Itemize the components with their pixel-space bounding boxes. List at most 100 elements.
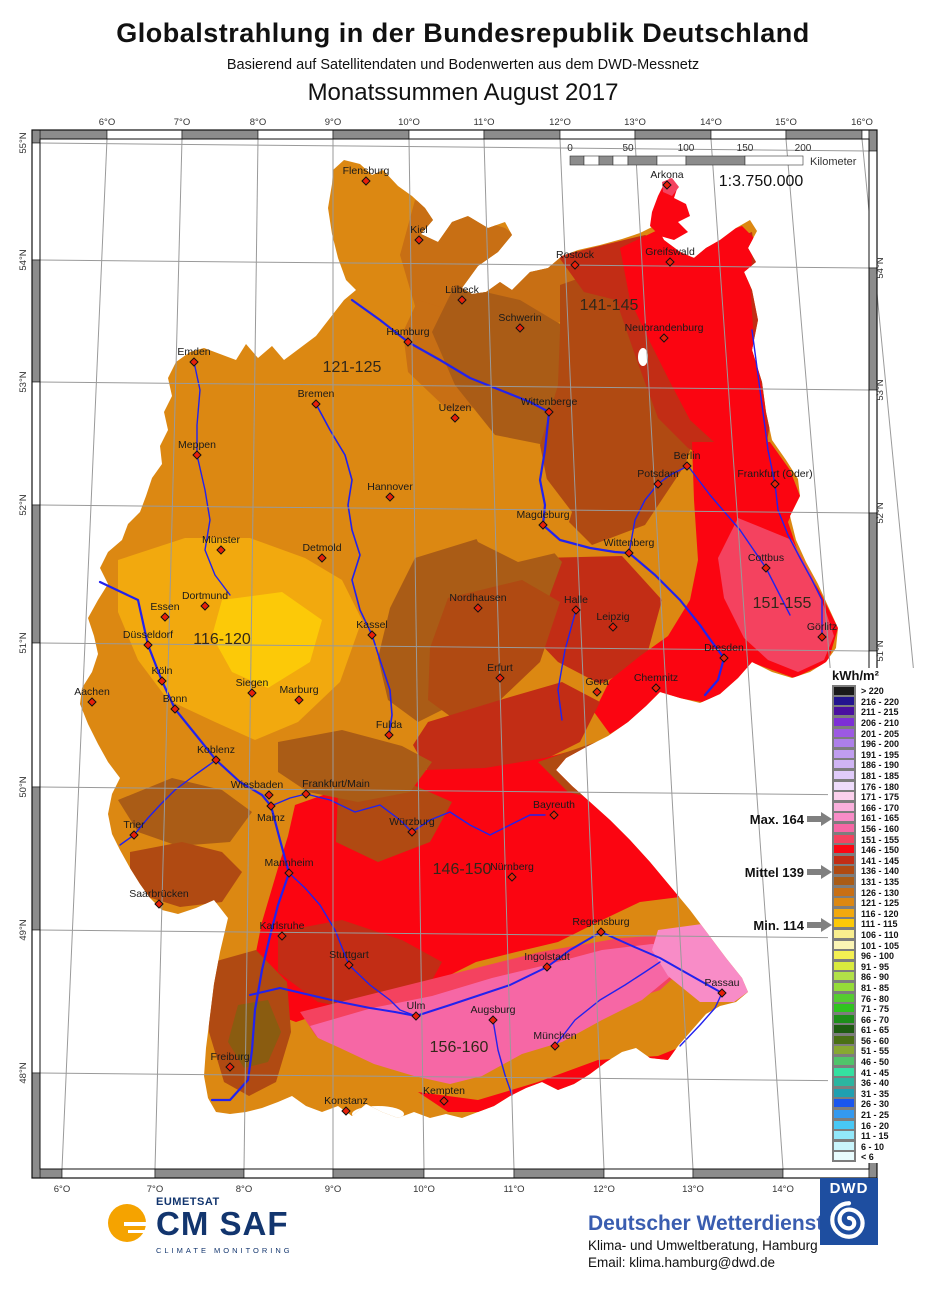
lat-label-left: 54°N xyxy=(18,249,29,270)
city-marker: Wiesbaden xyxy=(231,779,283,800)
legend-annotation: Max. 164 xyxy=(682,812,832,827)
city-dot xyxy=(608,622,618,632)
city-marker: Kiel xyxy=(410,224,428,245)
city-marker: Schwerin xyxy=(498,312,542,333)
city-label: Berlin xyxy=(674,450,701,462)
city-label: Siegen xyxy=(236,677,269,689)
city-label: Görlitz xyxy=(807,621,837,633)
city-marker: Trier xyxy=(123,819,145,840)
city-marker: Leipzig xyxy=(596,611,630,632)
city-dot xyxy=(473,603,483,613)
city-marker: Frankfurt/Main xyxy=(301,778,370,799)
frame-band xyxy=(257,129,334,140)
scalebar-tick-label: 50 xyxy=(622,143,634,154)
city-marker: Neubrandenburg xyxy=(625,322,704,343)
frame-band xyxy=(559,129,636,140)
legend-row-label: 86 - 90 xyxy=(861,972,890,983)
period-title: Monatssummen August 2017 xyxy=(307,79,619,106)
legend-row-label: 206 - 210 xyxy=(861,718,900,729)
parallel-line xyxy=(39,259,870,269)
city-marker: Dresden xyxy=(704,642,744,663)
city-label: Nordhausen xyxy=(449,592,506,604)
city-marker: Görlitz xyxy=(807,621,837,642)
frame-band xyxy=(39,1168,63,1179)
city-label: Hamburg xyxy=(386,326,429,338)
city-marker: Detmold xyxy=(302,542,342,563)
city-marker: Würzburg xyxy=(389,816,435,837)
legend-row-label: 101 - 105 xyxy=(861,940,900,951)
parallel-line xyxy=(39,142,870,152)
city-marker: Flensburg xyxy=(343,165,390,186)
city-label: Fulda xyxy=(376,719,402,731)
frame-band xyxy=(785,129,863,140)
meridian-line xyxy=(559,138,605,1170)
legend-row-label: 106 - 110 xyxy=(861,929,899,940)
eumetsat-org-label: EUMETSAT xyxy=(156,1196,220,1208)
city-marker: Marburg xyxy=(279,684,319,705)
city-label: Essen xyxy=(150,601,179,613)
city-label: Düsseldorf xyxy=(123,629,173,641)
city-marker: Bremen xyxy=(298,388,335,409)
city-label: Flensburg xyxy=(343,165,390,177)
city-dot xyxy=(719,653,729,663)
city-label: Köln xyxy=(151,665,172,677)
lon-label-top: 11°O xyxy=(473,117,494,128)
lon-label-top: 7°O xyxy=(174,117,190,128)
legend-row-label: 71 - 75 xyxy=(861,1004,890,1015)
river-weser xyxy=(315,403,393,736)
legend: kWh/m² > 220 216 - 220 211 - 215 206 - 210 2… xyxy=(828,668,926,1163)
city-dot xyxy=(488,1015,498,1025)
city-label: Dortmund xyxy=(182,590,228,602)
page-title: Globalstrahlung in der Bundesrepublik De… xyxy=(116,18,810,48)
city-marker: Erfurt xyxy=(487,662,513,683)
city-label: Aachen xyxy=(74,686,110,698)
legend-row: 21 - 25 xyxy=(828,1108,926,1121)
lat-label-right: 53°N xyxy=(875,379,886,400)
city-marker: Dortmund xyxy=(182,590,228,611)
region-value-label: 151-155 xyxy=(753,595,812,612)
parallel-line xyxy=(39,642,870,652)
city-marker: Gera xyxy=(585,676,609,697)
frame-band xyxy=(861,129,870,140)
city-label: Würzburg xyxy=(389,816,435,828)
dwd-logo: DWD xyxy=(820,1178,878,1245)
scalebar-tick-label: 0 xyxy=(567,143,573,154)
city-dot xyxy=(662,180,672,190)
frame-band xyxy=(154,1168,245,1179)
legend-row-label: 116 - 120 xyxy=(861,908,899,919)
legend-row-label: 66 - 70 xyxy=(861,1014,890,1025)
city-dot xyxy=(403,337,413,347)
city-dot xyxy=(344,960,354,970)
legend-row-label: 56 - 60 xyxy=(861,1035,890,1046)
city-label: Nürnberg xyxy=(490,861,534,873)
frame-band xyxy=(31,129,41,144)
city-marker: Kempten xyxy=(423,1085,465,1106)
city-marker: Siegen xyxy=(236,677,269,698)
frame-band xyxy=(868,150,878,269)
city-dot xyxy=(450,413,460,423)
region-value-label: 156-160 xyxy=(430,1039,489,1056)
frame-band xyxy=(332,129,410,140)
legend-row-label: 131 - 135 xyxy=(861,876,900,887)
city-dot xyxy=(507,872,517,882)
meridian-line xyxy=(408,138,425,1170)
city-marker: Koblenz xyxy=(197,744,235,765)
city-label: Bonn xyxy=(163,693,188,705)
meridian-line xyxy=(634,138,694,1170)
city-marker: Berlin xyxy=(674,450,701,471)
legend-row-label: 61 - 65 xyxy=(861,1025,890,1036)
frame-band xyxy=(243,1168,334,1179)
meridian-line xyxy=(483,138,515,1170)
legend-row: < 6 xyxy=(828,1150,926,1163)
lat-label-left: 55°N xyxy=(18,132,29,153)
city-label: Cottbus xyxy=(748,552,784,564)
frame-band xyxy=(31,142,41,261)
city-marker: Cottbus xyxy=(748,552,784,573)
lon-label-bottom: 10°O xyxy=(413,1184,435,1195)
river-spree xyxy=(628,465,791,616)
river-ems xyxy=(193,361,231,596)
city-label: Frankfurt (Oder) xyxy=(737,468,812,480)
river-lech xyxy=(492,1019,513,1096)
city-label: Greifswald xyxy=(645,246,695,258)
legend-row-label: 171 - 175 xyxy=(861,792,900,803)
